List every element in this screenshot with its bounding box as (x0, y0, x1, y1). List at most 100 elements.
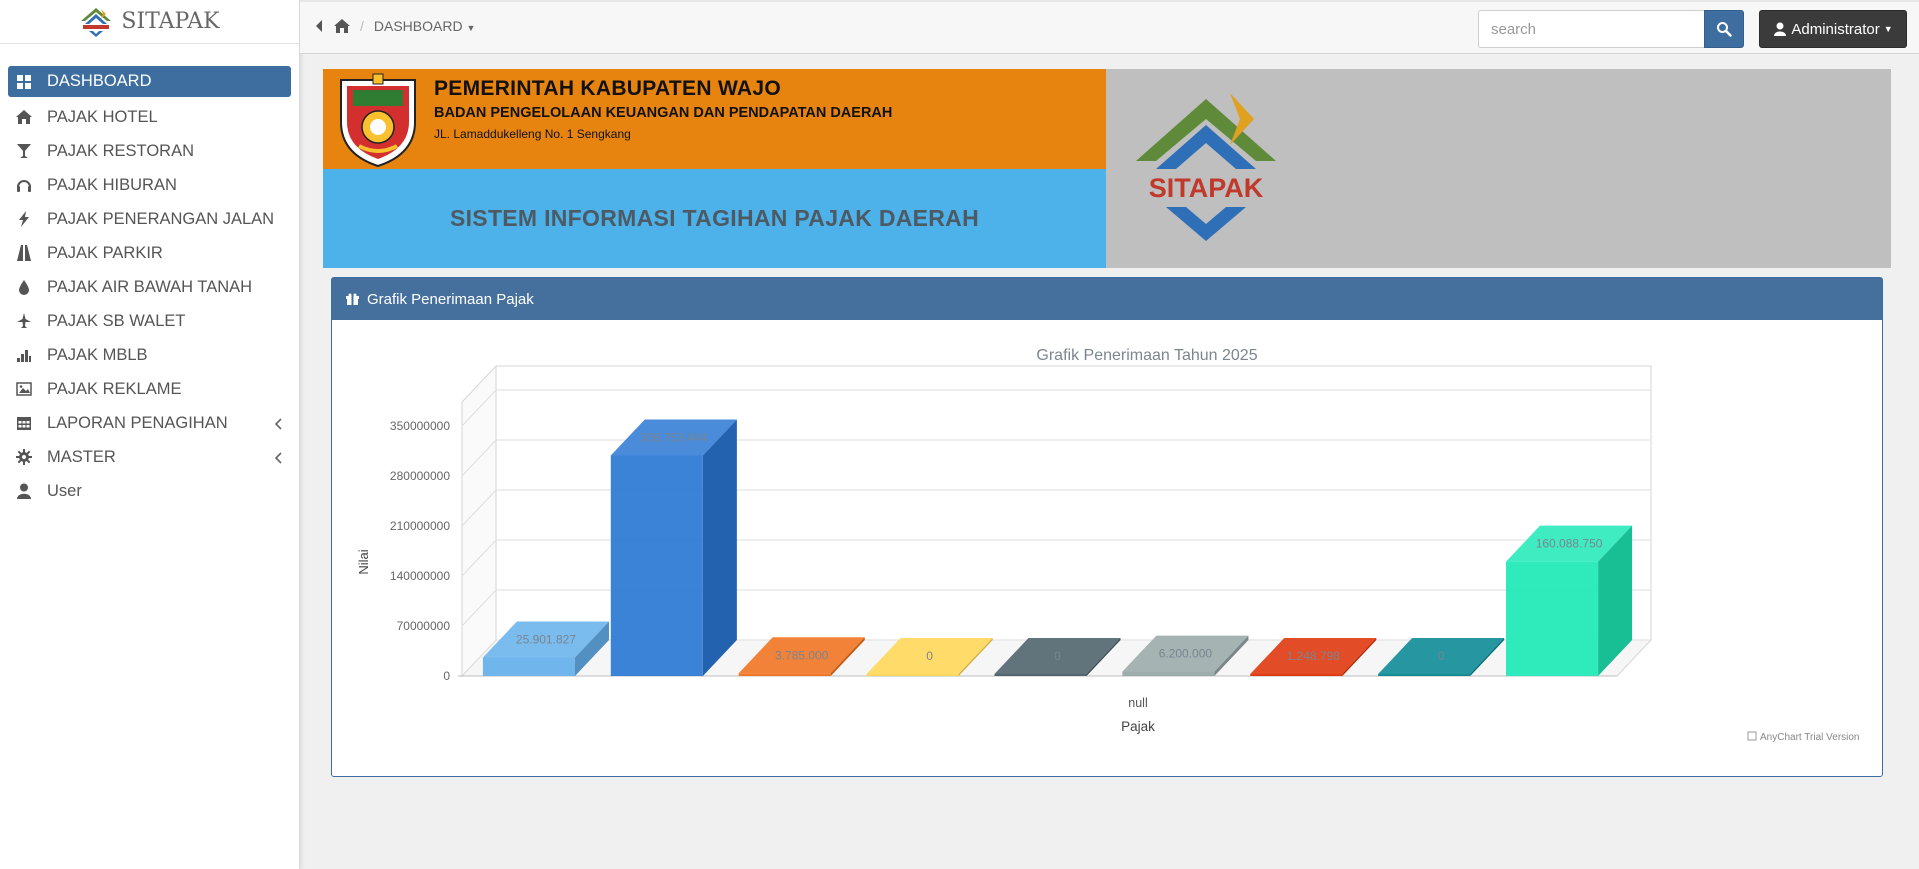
sidebar-item-label: PAJAK REKLAME (47, 379, 182, 398)
banner-system-block: SISTEM INFORMASI TAGIHAN PAJAK DAERAH (323, 169, 1106, 268)
sidebar-item-pajak-hiburan[interactable]: PAJAK HIBURAN (8, 168, 291, 202)
bar-side-hiburan (830, 637, 865, 676)
government-title: PEMERINTAH KABUPATEN WAJO (434, 77, 782, 100)
calendar-icon (16, 415, 32, 431)
bar-value-label: 25.901.827 (516, 632, 576, 646)
panel-title: Grafik Penerimaan Pajak (367, 290, 534, 308)
road-icon (16, 245, 32, 261)
gridline (461, 539, 1651, 577)
banner-logo-block: SITAPAK (1106, 69, 1891, 268)
y-tick-label: 280000000 (390, 469, 450, 483)
breadcrumb: / DASHBOARD ▼ (314, 18, 475, 34)
bar-value-label: 160.088.750 (1536, 537, 1603, 551)
bar-top-parkir (1122, 635, 1249, 672)
bar-value-label: 0 (1438, 649, 1445, 663)
bar-value-label: 308.753.444 (640, 430, 707, 444)
sidebar-item-label: User (47, 481, 82, 500)
sidebar-item-pajak-air-bawah-tanah[interactable]: PAJAK AIR BAWAH TANAH (8, 270, 291, 304)
bar-side-sarang-walet (1470, 638, 1505, 676)
sidebar-item-label: PAJAK PARKIR (47, 243, 163, 262)
gridline (461, 439, 1651, 477)
breadcrumb-separator: / (360, 18, 364, 34)
y-tick-label: 70000000 (397, 619, 451, 633)
bar-value-label: 6.200.000 (1159, 647, 1213, 661)
sidebar-item-label: PAJAK HIBURAN (47, 175, 177, 194)
bar-hiburan (738, 673, 831, 676)
sidebar-menu: DASHBOARD PAJAK HOTEL PAJAK RESTORAN PAJAK … (0, 44, 299, 508)
bar-side-reklame (958, 638, 993, 676)
bar-value-label: 3.785.000 (775, 648, 829, 662)
sidebar-item-pajak-reklame[interactable]: PAJAK REKLAME (8, 372, 291, 406)
y-tick-label: 210000000 (390, 519, 450, 533)
bar-top-hotel (482, 621, 609, 658)
sidebar: SITAPAK DASHBOARD PAJAK HOTEL PAJAK RESTOR… (0, 0, 300, 869)
plane-icon (16, 313, 32, 329)
breadcrumb-label: DASHBOARD (373, 18, 463, 34)
collapse-sidebar-icon[interactable] (314, 19, 324, 33)
sidebar-item-pajak-hotel[interactable]: PAJAK HOTEL (8, 100, 291, 134)
home-icon[interactable] (334, 19, 350, 33)
sidebar-item-label: MASTER (47, 447, 116, 466)
bar-top-reklame (866, 638, 993, 674)
sidebar-item-label: DASHBOARD (47, 72, 152, 90)
bar-side-parkir (1214, 635, 1249, 676)
banner-government-block: PEMERINTAH KABUPATEN WAJO BADAN PENGELOL… (323, 69, 1106, 169)
bolt-icon (16, 211, 32, 227)
glass-icon (16, 143, 32, 159)
chart-credit: AnyChart Trial Version (1760, 732, 1860, 743)
sidebar-item-user[interactable]: User (8, 474, 291, 508)
agency-title: BADAN PENGELOLAAN KEUANGAN DAN PENDAPATA… (434, 105, 893, 121)
sidebar-item-label: PAJAK HOTEL (47, 107, 158, 126)
header-banner: PEMERINTAH KABUPATEN WAJO BADAN PENGELOL… (323, 69, 1891, 268)
brand[interactable]: SITAPAK (0, 0, 299, 44)
sidebar-item-pajak-parkir[interactable]: PAJAK PARKIR (8, 236, 291, 270)
bar-value-label: 0 (1054, 649, 1061, 663)
bar-side-hotel (574, 621, 609, 676)
sidebar-item-label: PAJAK SB WALET (47, 311, 186, 330)
user-menu-button[interactable]: Administrator ▼ (1759, 10, 1907, 48)
bar-parkir (1122, 671, 1215, 676)
agency-address: JL. Lamaddukelleng No. 1 Sengkang (434, 127, 631, 141)
sidebar-item-label: PAJAK PENERANGAN JALAN (47, 209, 275, 228)
bar-hotel (482, 657, 575, 676)
sidebar-item-label: LAPORAN PENAGIHAN (47, 413, 228, 432)
bar-restoran (610, 455, 703, 676)
topbar: / DASHBOARD ▼ Administrator ▼ (300, 0, 1919, 54)
sidebar-item-label: PAJAK AIR BAWAH TANAH (47, 277, 253, 296)
panel-header: Grafik Penerimaan Pajak (332, 278, 1882, 320)
bar-top-ppj (994, 638, 1121, 674)
gridline (461, 389, 1651, 427)
bar-top-mblb (1506, 525, 1633, 562)
drop-icon (16, 279, 32, 295)
revenue-chart-panel: Grafik Penerimaan Pajak Grafik Penerimaa… (331, 277, 1883, 777)
sidebar-item-dashboard[interactable]: DASHBOARD (8, 66, 291, 97)
search-input[interactable] (1478, 10, 1704, 48)
sidebar-item-master[interactable]: MASTER (8, 440, 291, 474)
gridline (461, 589, 1651, 627)
sidebar-item-pajak-penerangan-jalan[interactable]: PAJAK PENERANGAN JALAN (8, 202, 291, 236)
anychart-icon (1747, 731, 1757, 741)
chevron-left-icon (274, 450, 283, 469)
sidebar-item-pajak-mblb[interactable]: PAJAK MBLB (8, 338, 291, 372)
sitapak-logo-icon (81, 7, 112, 37)
sidebar-item-pajak-restoran[interactable]: PAJAK RESTORAN (8, 134, 291, 168)
bar-side-ppj (1086, 638, 1121, 676)
gift-icon (346, 293, 359, 305)
user-menu-label: Administrator (1791, 20, 1880, 38)
sidebar-item-laporan-penagihan[interactable]: LAPORAN PENAGIHAN (8, 406, 291, 440)
bar-value-label: 0 (926, 649, 933, 663)
gridline (461, 639, 1651, 677)
caret-down-icon: ▼ (1883, 24, 1893, 34)
wajo-crest-icon (340, 73, 416, 168)
home-icon (16, 109, 32, 125)
y-axis-title: Nilai (356, 549, 371, 574)
bar-top-sarang-walet (1378, 638, 1505, 674)
big-logo-text: SITAPAK (1149, 173, 1264, 203)
bar-sarang-walet (1378, 674, 1471, 676)
brand-name: SITAPAK (121, 9, 220, 34)
search-bar (1478, 10, 1744, 48)
breadcrumb-dashboard[interactable]: DASHBOARD ▼ (374, 18, 476, 34)
bar-top-hiburan (738, 637, 865, 674)
search-button[interactable] (1704, 10, 1744, 48)
sidebar-item-pajak-sb-walet[interactable]: PAJAK SB WALET (8, 304, 291, 338)
